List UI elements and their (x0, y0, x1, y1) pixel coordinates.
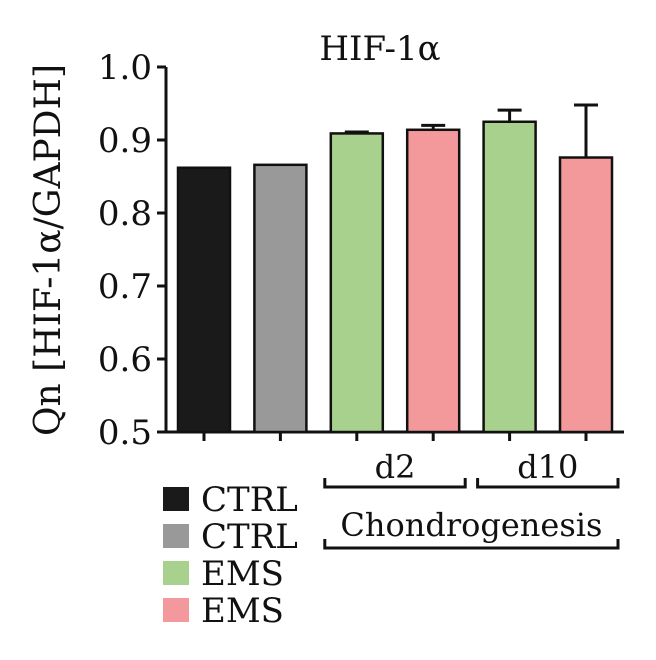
timepoint-label-d10: d10 (517, 448, 578, 486)
legend-label-1: CTRL (201, 480, 298, 520)
legend-swatch-3 (163, 561, 189, 585)
legend-swatch-1 (163, 487, 189, 511)
y-tick-label: 0.9 (98, 121, 152, 161)
error-bars (344, 103, 598, 158)
legend-swatch-4 (163, 598, 189, 622)
y-axis: 0.5 0.6 0.7 0.8 0.9 1.0 (98, 48, 624, 453)
bar-3 (329, 132, 385, 434)
legend-label-3: EMS (201, 554, 284, 594)
timepoint-brackets: d2 d10 Chondrogenesis (323, 448, 620, 550)
bar-4 (405, 128, 461, 434)
condition-label: Chondrogenesis (340, 506, 602, 544)
timepoint-label-d2: d2 (375, 448, 416, 486)
condition-bracket (323, 539, 620, 550)
y-tick-label: 0.6 (98, 340, 152, 380)
timepoint-bracket-d2 (323, 478, 467, 489)
y-axis-label: Qn [HIF-1α/GAPDH] (28, 64, 69, 436)
bars (176, 120, 614, 434)
y-tick-label: 0.8 (98, 194, 152, 234)
legend-label-4: EMS (201, 591, 284, 631)
bar-5 (482, 120, 537, 434)
y-tick-label: 0.7 (98, 267, 152, 307)
timepoint-bracket-d10 (476, 478, 620, 489)
bar-6 (558, 156, 614, 434)
bar-1 (176, 166, 232, 434)
legend-label-2: CTRL (201, 517, 298, 557)
y-tick-label: 0.5 (98, 413, 152, 453)
legend-swatch-2 (163, 524, 189, 548)
bar-2 (253, 163, 308, 434)
y-tick-label: 1.0 (98, 48, 152, 88)
chart-title: HIF-1α (319, 29, 440, 69)
